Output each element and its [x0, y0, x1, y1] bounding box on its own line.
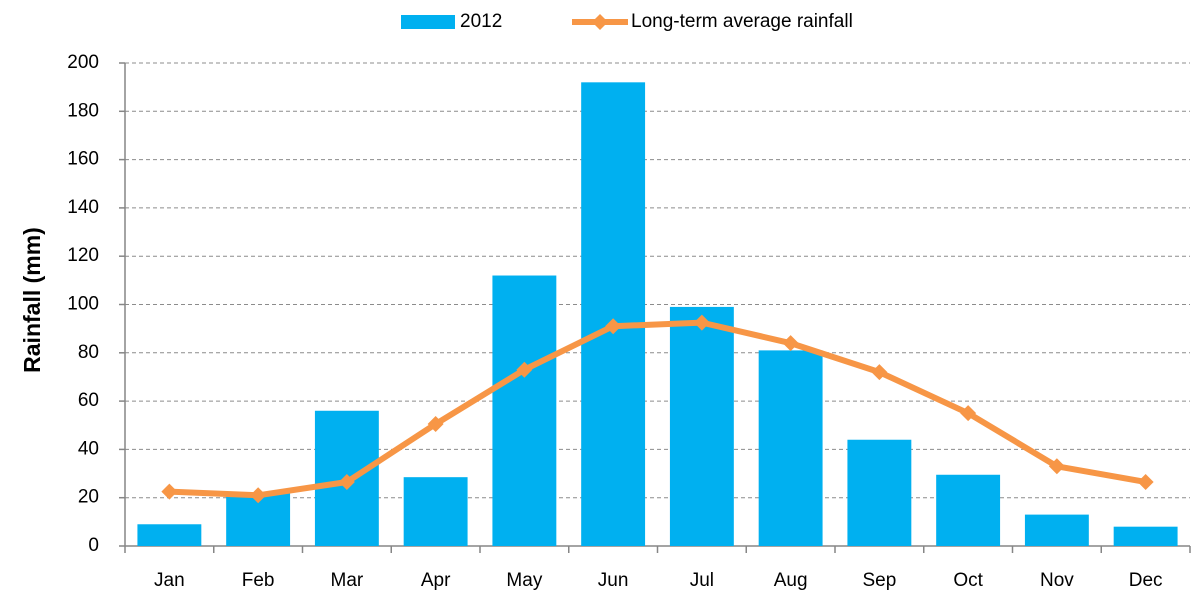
y-tick-label: 140	[67, 197, 99, 218]
x-tick-label: Jul	[690, 570, 714, 591]
x-tick-label: Nov	[1040, 570, 1074, 591]
y-tick-label: 20	[78, 487, 99, 508]
y-axis-label: Rainfall (mm)	[19, 227, 45, 373]
x-tick-label: Sep	[862, 570, 896, 591]
line-marker	[161, 483, 178, 500]
y-tick-label: 120	[67, 245, 99, 266]
line-marker	[1137, 474, 1154, 491]
line	[169, 319, 1147, 499]
x-tick-label: Jan	[154, 570, 185, 591]
line-marker	[338, 474, 355, 491]
x-tick-label: May	[506, 570, 542, 591]
bar	[581, 82, 646, 546]
line-marker	[1048, 458, 1065, 475]
y-tick-label: 180	[67, 100, 99, 121]
line-marker	[427, 416, 444, 433]
y-tick-label: 60	[78, 390, 99, 411]
line-marker	[782, 335, 799, 352]
bar	[847, 439, 912, 546]
line-marker	[250, 487, 267, 504]
legend-swatch	[401, 15, 455, 29]
x-tick-label: Dec	[1129, 570, 1163, 591]
y-tick-label: 160	[67, 149, 99, 170]
x-tick-label: Mar	[331, 570, 364, 591]
bar	[936, 474, 1001, 546]
bar	[137, 524, 202, 546]
line-marker	[605, 318, 622, 335]
y-tick-label: 100	[67, 294, 99, 315]
y-tick-label: 40	[78, 438, 99, 459]
legend-label: Long-term average rainfall	[631, 11, 853, 32]
line-marker	[693, 314, 710, 331]
x-tick-label: Aug	[774, 570, 808, 591]
x-tick-label: Oct	[953, 570, 983, 591]
bar	[403, 477, 468, 546]
legend-label: 2012	[460, 11, 502, 32]
line-marker	[516, 361, 533, 378]
y-tick-label: 80	[78, 342, 99, 363]
legend-swatch	[592, 14, 608, 30]
bar	[1024, 514, 1089, 546]
y-tick-label: 0	[88, 535, 99, 556]
x-tick-label: Feb	[242, 570, 275, 591]
line-marker	[871, 364, 888, 381]
bar	[758, 350, 823, 546]
bar	[492, 275, 557, 546]
x-tick-label: Jun	[598, 570, 629, 591]
bar	[669, 306, 734, 546]
y-tick-label: 200	[67, 52, 99, 73]
line-marker	[960, 405, 977, 422]
x-tick-label: Apr	[421, 570, 451, 591]
bar	[1113, 526, 1178, 546]
